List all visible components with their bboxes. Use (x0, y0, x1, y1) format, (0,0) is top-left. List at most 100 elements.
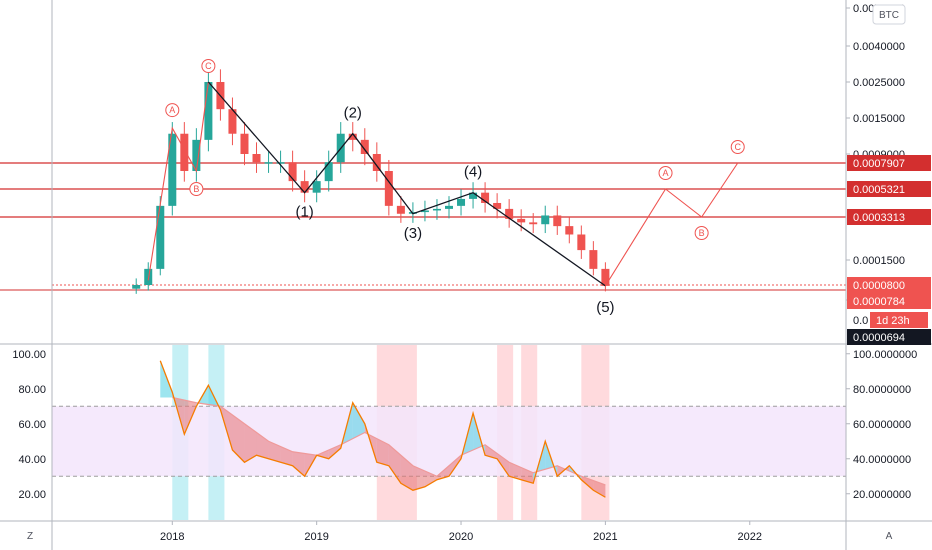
price-candle (529, 222, 538, 225)
abc-label: B (189, 181, 204, 196)
abc-label-text: B (193, 184, 199, 194)
rsi-fill-segment (485, 444, 498, 459)
rsi-fill-segment (497, 453, 510, 477)
price-candle (324, 162, 333, 182)
price-candle (517, 218, 526, 223)
price-candle (300, 181, 309, 193)
price-candle (601, 268, 610, 286)
zoom-button[interactable]: Z (27, 531, 33, 542)
abc-label-circle (189, 181, 204, 196)
current-price-tag: 0.0000694 (847, 329, 931, 345)
x-tick-label: 2019 (304, 531, 328, 543)
price-candle (420, 210, 429, 213)
abc-label: C (730, 140, 745, 154)
currency-button-bg[interactable] (872, 4, 906, 25)
level-price-tag-text: 0.0003313 (853, 212, 905, 224)
currency-button-label[interactable]: BTC (879, 10, 899, 21)
abc-label-circle (658, 166, 673, 180)
abc-label: A (658, 166, 673, 180)
price-candle (180, 133, 189, 171)
elliott-wave-label: (3) (404, 225, 422, 242)
price-candle (505, 208, 514, 219)
abc-label: B (694, 226, 709, 240)
abc-label-circle (201, 59, 216, 73)
signal-line (172, 396, 606, 486)
price-candle (132, 285, 141, 289)
rsi-line (159, 360, 606, 498)
price-candle (228, 109, 237, 134)
current-price-tag-text: 0.0000784 (853, 296, 905, 308)
abc-label-circle (694, 226, 709, 240)
price-candle (396, 205, 405, 214)
level-price-tag-text: 0.0005321 (853, 184, 905, 196)
y-tick-label: 0.0001500 (853, 255, 905, 267)
countdown-tag-bg (870, 312, 928, 328)
price-candle (457, 198, 466, 206)
price-candle (469, 192, 478, 199)
current-price-tag: 0.0000784 (847, 293, 931, 309)
currency-button[interactable]: BTC (872, 4, 906, 25)
osc-y-tick-left: 40.00 (18, 454, 46, 466)
abc-label-circle (730, 140, 745, 154)
price-candle (372, 154, 381, 171)
osc-y-tick-right: 20.0000000 (853, 489, 911, 501)
elliott-wave-label: (1) (295, 204, 313, 221)
x-tick-label: 2021 (593, 531, 617, 543)
current-price-tag-bg (847, 293, 931, 309)
price-candle (432, 208, 441, 211)
x-tick-label: 2020 (449, 531, 473, 543)
abc-label: C (201, 59, 216, 73)
current-price-tag-text: 0.0000800 (853, 280, 905, 292)
rsi-fill-segment (280, 446, 293, 466)
price-candle (264, 162, 273, 164)
rsi-fill-segment (292, 451, 305, 477)
osc-y-tick-left: 100.00 (12, 349, 46, 361)
countdown-tag-text: 1d 23h (876, 315, 910, 327)
osc-y-tick-right: 80.0000000 (853, 384, 911, 396)
rsi-fill-segment (244, 423, 257, 463)
price-candle (565, 226, 574, 235)
axis-layer: 0.00700000.00400000.00250000.00150000.00… (12, 3, 931, 543)
price-candle (481, 192, 490, 203)
rsi-fill-segment (256, 432, 269, 459)
abc-label-text: B (699, 228, 705, 238)
x-tick-label: 2018 (160, 531, 184, 543)
current-price-tag: 0.0000800 (847, 277, 931, 293)
osc-y-tick-left: 60.00 (18, 419, 46, 431)
price-candle (553, 215, 562, 227)
current-price-tag-bg (847, 277, 931, 293)
abc-label-text: C (205, 61, 212, 71)
osc-y-tick-right: 60.0000000 (853, 419, 911, 431)
rsi-fill-segment (424, 471, 437, 487)
osc-y-tick-left: 20.00 (18, 489, 46, 501)
price-candle (240, 133, 249, 154)
level-price-tag-bg (847, 181, 931, 197)
zoom-button-label[interactable]: Z (27, 531, 33, 542)
level-price-tag: 0.0005321 (847, 181, 931, 197)
price-candle (168, 133, 177, 206)
rsi-fill-segment (593, 480, 606, 498)
level-price-tag: 0.0007907 (847, 155, 931, 171)
rsi-fill-segment (436, 465, 449, 480)
rsi-fill-segment (268, 441, 281, 463)
rsi-fill-segment (316, 450, 329, 459)
elliott-wave-label: (4) (464, 164, 482, 181)
price-candle (589, 250, 598, 269)
y-tick-label: 0.0025000 (853, 77, 905, 89)
price-candle (288, 162, 297, 182)
price-candle (445, 205, 453, 209)
osc-y-tick-left: 80.00 (18, 384, 46, 396)
osc-y-tick-right: 100.0000000 (853, 349, 917, 361)
auto-scale-button[interactable]: A (886, 531, 893, 542)
price-candle (276, 162, 285, 164)
x-tick-label: 2022 (738, 531, 762, 543)
abc-label-text: A (169, 105, 175, 115)
auto-scale-button-label[interactable]: A (886, 531, 893, 542)
price-candle (493, 202, 502, 209)
abc-label: A (165, 103, 180, 118)
rsi-fill-segment (376, 438, 389, 466)
rsi-fill-segment (412, 465, 425, 491)
price-candle (360, 139, 369, 154)
price-candle (348, 133, 357, 140)
